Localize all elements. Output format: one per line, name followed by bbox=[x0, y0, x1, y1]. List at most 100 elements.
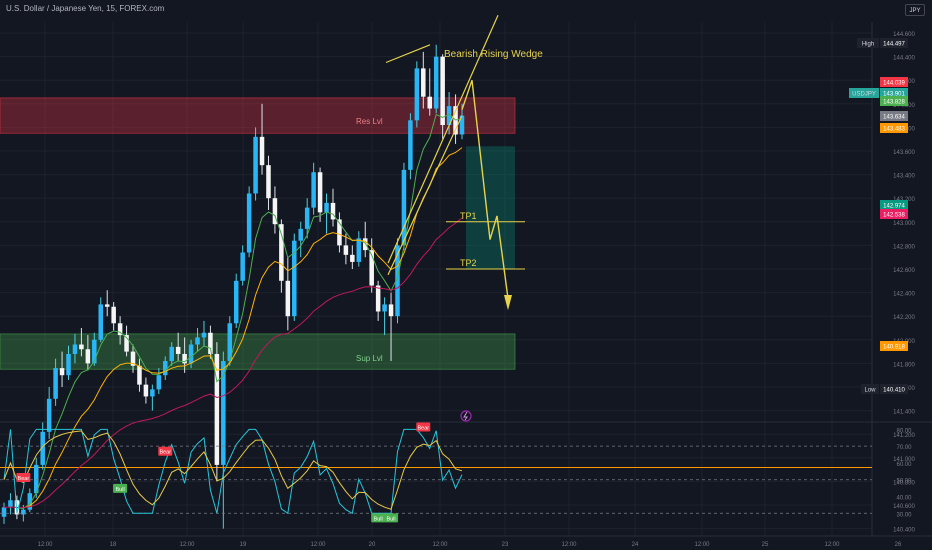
candle-body bbox=[227, 323, 233, 362]
rsi-marker-label: Bull bbox=[386, 516, 395, 522]
candle-body bbox=[317, 172, 323, 213]
candle-body bbox=[304, 207, 310, 229]
price-label-value: 142.538 bbox=[883, 213, 905, 219]
price-tick-label: 140.600 bbox=[893, 504, 915, 510]
rsi-marker-label: Bear bbox=[18, 476, 30, 482]
candle-body bbox=[53, 368, 58, 399]
price-label-tag-box bbox=[849, 88, 879, 98]
candle-body bbox=[117, 323, 123, 336]
price-tick-label: 143.000 bbox=[893, 221, 915, 227]
candle-body bbox=[33, 464, 39, 494]
rsi-ma-line bbox=[3, 430, 463, 510]
candle-body bbox=[330, 202, 336, 220]
candle-body bbox=[137, 365, 142, 385]
ma-medium bbox=[23, 147, 463, 509]
price-label-tag: Low bbox=[864, 388, 876, 394]
time-tick-label: 25 bbox=[762, 542, 769, 548]
price-tick-label: 142.600 bbox=[893, 268, 915, 274]
price-tick-label: 140.800 bbox=[893, 480, 915, 486]
rsi-tick-label: 50.00 bbox=[896, 479, 912, 485]
candle-body bbox=[350, 254, 355, 262]
price-label-value: 144.039 bbox=[883, 81, 905, 87]
rsi-marker-label: Bear bbox=[417, 425, 429, 431]
candle-body bbox=[163, 361, 168, 376]
candle-body bbox=[214, 353, 220, 465]
candle-body bbox=[421, 68, 426, 97]
rsi-tick-label: 40.00 bbox=[896, 496, 912, 502]
support-label: Sup Lvl bbox=[356, 354, 383, 363]
candle-body bbox=[195, 337, 200, 345]
candle-body bbox=[111, 306, 116, 324]
candle-body bbox=[279, 224, 284, 281]
price-label-value: 143.828 bbox=[883, 100, 905, 106]
price-tick-label: 141.200 bbox=[893, 433, 915, 439]
alert-icon bbox=[460, 410, 472, 422]
candle-body bbox=[188, 344, 194, 364]
candle-body bbox=[401, 169, 407, 246]
candle-body bbox=[285, 280, 291, 317]
rsi-marker-label: Bear bbox=[159, 450, 171, 456]
price-tick-label: 142.200 bbox=[893, 315, 915, 321]
price-label-value: 144.497 bbox=[883, 42, 905, 48]
bull-marker bbox=[384, 513, 399, 523]
candle-body bbox=[175, 346, 181, 354]
price-label-box bbox=[880, 96, 908, 106]
pattern-label: Bearish Rising Wedge bbox=[444, 49, 543, 60]
price-label-box bbox=[880, 111, 908, 121]
price-label-box bbox=[880, 123, 908, 133]
bull-marker bbox=[113, 483, 128, 493]
ma-fast bbox=[16, 113, 463, 509]
bear-marker bbox=[16, 472, 31, 482]
rsi-marker-label: Bull bbox=[374, 516, 383, 522]
candle-body bbox=[130, 351, 136, 366]
wedge-top-line bbox=[385, 44, 431, 64]
price-tick-label: 144.400 bbox=[893, 56, 915, 62]
candle-body bbox=[143, 384, 149, 397]
currency-button[interactable]: JPY bbox=[905, 4, 925, 16]
target-box bbox=[466, 146, 515, 269]
price-label-box bbox=[880, 38, 908, 48]
candle-body bbox=[27, 493, 33, 510]
time-tick-label: 18 bbox=[110, 542, 117, 548]
time-tick-label: 12:00 bbox=[561, 542, 577, 548]
candle-body bbox=[85, 349, 91, 364]
candle-body bbox=[221, 361, 226, 465]
price-tick-label: 142.400 bbox=[893, 292, 915, 298]
candle-body bbox=[414, 68, 420, 121]
candle-body bbox=[246, 193, 252, 253]
candle-body bbox=[324, 202, 329, 213]
candle-body bbox=[343, 245, 349, 255]
time-tick-label: 19 bbox=[240, 542, 247, 548]
candle-body bbox=[362, 238, 368, 251]
candle-body bbox=[388, 304, 394, 317]
price-label-tag: High bbox=[862, 42, 874, 48]
candle-body bbox=[66, 353, 71, 376]
price-label-value: 143.901 bbox=[883, 92, 905, 98]
candle-body bbox=[156, 375, 162, 390]
candle-body bbox=[408, 120, 413, 170]
rsi-tick-label: 30.00 bbox=[896, 512, 912, 518]
price-tick-label: 143.400 bbox=[893, 174, 915, 180]
candle-body bbox=[446, 106, 452, 126]
candle-body bbox=[395, 245, 400, 317]
price-label-box bbox=[880, 200, 908, 210]
candle-body bbox=[59, 368, 65, 376]
price-label-value: 140.410 bbox=[883, 388, 905, 394]
candle-body bbox=[208, 332, 213, 354]
candle-body bbox=[311, 172, 316, 208]
price-label-tag-box bbox=[861, 384, 879, 394]
price-tick-label: 141.000 bbox=[893, 457, 915, 463]
candle-body bbox=[369, 250, 374, 286]
rsi-marker-label: Bull bbox=[116, 487, 125, 493]
time-tick-label: 12:00 bbox=[37, 542, 53, 548]
price-tick-label: 140.400 bbox=[893, 528, 915, 534]
price-tick-label: 144.600 bbox=[893, 32, 915, 38]
time-tick-label: 23 bbox=[502, 542, 509, 548]
time-tick-label: 24 bbox=[632, 542, 639, 548]
candle-body bbox=[72, 344, 78, 354]
candle-body bbox=[259, 136, 265, 166]
price-label-box bbox=[880, 77, 908, 87]
wedge-upper-line bbox=[387, 15, 499, 264]
candle-body bbox=[21, 509, 26, 515]
